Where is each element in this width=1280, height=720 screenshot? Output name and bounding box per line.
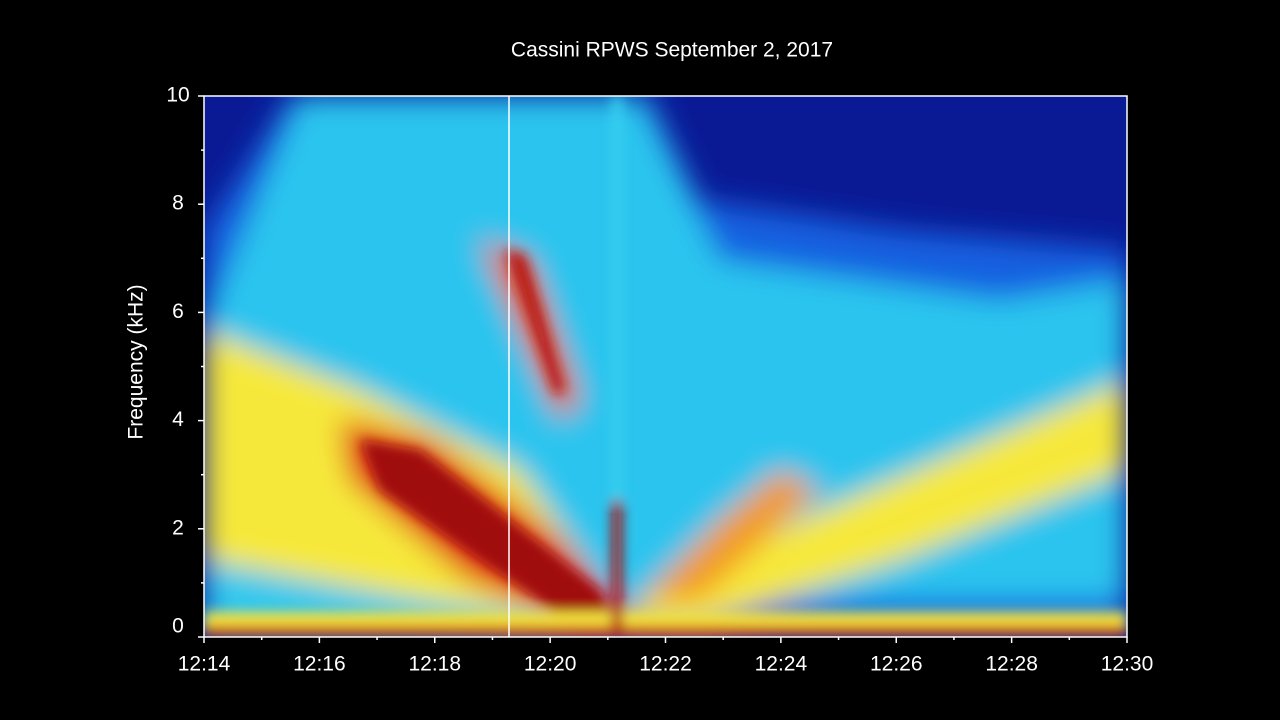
- y-axis-label: Frequency (kHz): [125, 284, 148, 439]
- spectrogram-image: [204, 96, 1127, 637]
- x-tick-label: 12:16: [293, 653, 346, 676]
- x-tick-label: 12:30: [1101, 653, 1154, 676]
- x-tick-label: 12:28: [985, 653, 1038, 676]
- x-tick-label: 12:22: [639, 653, 692, 676]
- chart-title: Cassini RPWS September 2, 2017: [511, 39, 833, 62]
- y-tick-label: 6: [172, 300, 184, 323]
- y-tick-label: 4: [172, 408, 184, 431]
- x-tick-label: 12:14: [178, 653, 231, 676]
- y-tick-label: 10: [166, 84, 189, 107]
- x-tick-label: 12:18: [408, 653, 461, 676]
- y-tick-label: 0: [172, 615, 184, 638]
- x-tick-label: 12:26: [870, 653, 923, 676]
- y-tick-label: 2: [172, 516, 184, 539]
- x-tick-label: 12:24: [755, 653, 808, 676]
- y-tick-label: 8: [172, 192, 184, 215]
- x-tick-label: 12:20: [524, 653, 577, 676]
